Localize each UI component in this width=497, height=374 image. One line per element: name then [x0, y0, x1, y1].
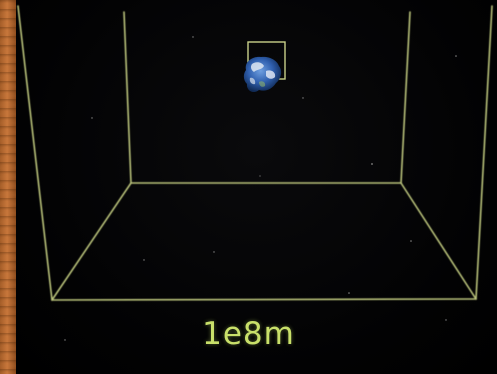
earth-icon[interactable]: [243, 56, 282, 93]
front-left-edge: [17, 5, 53, 301]
front-bottom-edge: [51, 298, 477, 301]
desk-edge: [0, 0, 16, 374]
back-right-edge: [400, 11, 411, 184]
scale-label: 1e8m: [202, 316, 295, 352]
front-right-edge: [475, 5, 493, 300]
star-field: [64, 36, 457, 341]
floor-left-edge: [51, 182, 132, 301]
back-left-edge: [123, 11, 132, 184]
floor-right-edge: [400, 182, 477, 300]
grid-lines: [17, 5, 493, 301]
